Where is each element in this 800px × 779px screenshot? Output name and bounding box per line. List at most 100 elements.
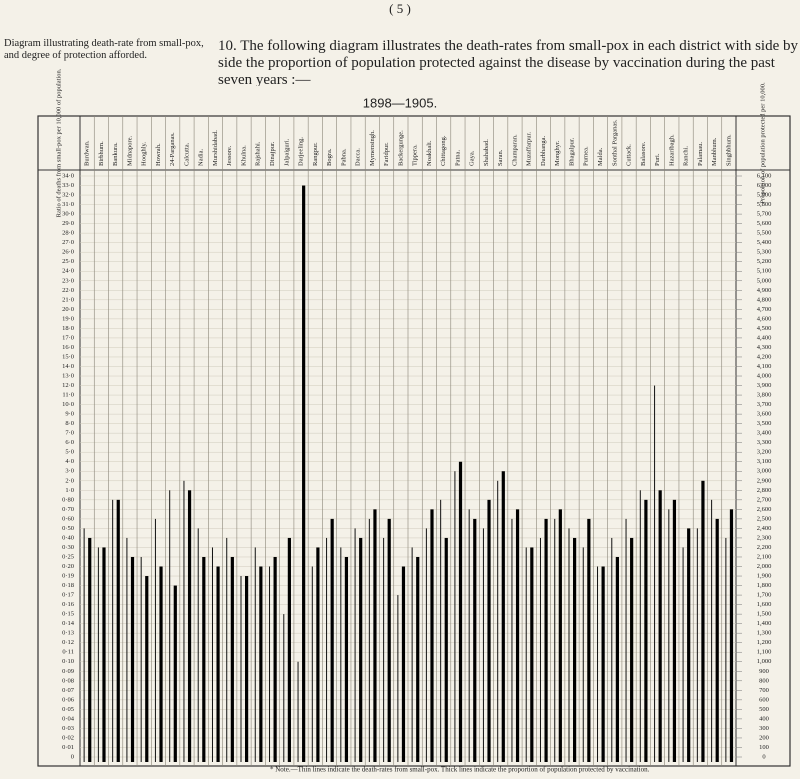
protection-bar [544,518,548,762]
y-tick-label: 30·0 [62,211,74,218]
y-tick-label: 0·18 [62,582,74,589]
y-tick-label: 0·60 [62,515,74,522]
death-rate-line [554,518,556,762]
y2-tick-label: 6,100 [757,172,772,179]
y-tick-label: 0·08 [62,677,74,684]
y-tick-label: 27·0 [62,239,74,246]
x-tick-label: Rangpur. [312,142,319,166]
y-tick-label: 0·03 [62,725,74,732]
death-rate-line [269,566,271,762]
death-rate-line [197,528,199,762]
y-tick-label: 0·12 [62,639,74,646]
x-tick-label: Dinajpur. [269,141,276,166]
y-axis-title: Ratio of deaths from small-pox per 10,00… [55,68,62,217]
protection-bar [387,518,391,762]
x-tick-label: Bogra. [326,148,333,166]
x-tick-label: Sonthal Parganas. [611,119,618,166]
y2-tick-label: 4,200 [757,353,772,360]
protection-bar [430,509,434,762]
y2-tick-label: 3,600 [757,411,772,418]
protection-bar [458,461,463,762]
x-tick-label: Nadia. [198,148,205,166]
caption-box: Diagram illustrating death-rate from sma… [4,38,204,61]
y2-tick-label: 3,200 [757,449,772,456]
y2-tick-label: 4,400 [757,334,772,341]
y2-tick-label: 1,600 [757,601,772,608]
death-rate-line [639,490,641,762]
y2-tick-label: 3,400 [757,430,772,437]
y-tick-label: 13·0 [62,373,74,380]
y-tick-label: 34·0 [62,172,74,179]
y-tick-label: 0·15 [62,611,74,618]
y2-tick-label: 0 [762,753,765,760]
protection-bar [473,518,477,762]
y-tick-label: 31·0 [62,201,74,208]
y-tick-label: 0·25 [62,553,74,560]
y2-tick-label: 1,900 [757,573,772,580]
protection-bar [687,528,691,762]
y2-tick-label: 5,700 [757,211,772,218]
protection-bar [330,518,334,762]
death-rate-line [539,537,541,762]
protection-bar [88,537,92,762]
x-tick-label: Khulna. [240,145,247,166]
y-tick-label: 14·0 [62,363,74,370]
protection-bar [259,566,263,762]
protection-bar [102,547,106,762]
y-tick-label: 0·02 [62,734,74,741]
x-tick-label: Patna. [454,150,461,166]
y2-tick-label: 1,800 [757,582,772,589]
protection-bar [487,499,491,762]
death-rate-line [468,509,470,762]
protection-bar [187,490,192,762]
death-rate-line [597,566,599,762]
protection-bar [173,585,177,762]
y2-tick-label: 100 [759,744,769,751]
y2-tick-label: 2,500 [757,515,772,522]
death-rate-line [368,518,370,762]
y2-tick-label: 1,400 [757,620,772,627]
y2-tick-label: 5,500 [757,230,772,237]
y-tick-label: 0 [71,753,74,760]
y-tick-label: 0·04 [62,715,75,722]
y-tick-label: 3·0 [65,468,74,475]
x-tick-label: Singhbhum. [725,134,732,166]
death-rate-line [696,528,698,762]
death-rate-line [240,576,242,762]
x-tick-label: Bhagalpur. [568,137,575,166]
y-tick-label: 0·07 [62,687,75,694]
y-tick-label: 32·0 [62,192,74,199]
death-rate-line [411,547,413,762]
death-rate-line [497,480,499,762]
death-rate-line [725,537,727,762]
protection-bar [416,556,420,762]
y2-tick-label: 4,900 [757,287,772,294]
heading-box: 10. The following diagram illustrates th… [218,38,798,86]
x-tick-label: Dacca. [355,148,362,166]
x-tick-label: Hazaribagh. [668,134,675,166]
y2-tick-label: 1,700 [757,592,772,599]
y-tick-label: 33·0 [62,182,74,189]
y2-tick-label: 4,500 [757,325,772,332]
y-tick-label: 0·50 [62,525,74,532]
protection-bar [644,499,648,762]
page-number: ( 5 ) [389,1,411,16]
y-tick-label: 0·11 [62,649,74,656]
y2-tick-label: 2,900 [757,477,772,484]
note: * Note.—Thin lines indicate the death-ra… [270,766,650,774]
y2-tick-label: 1,100 [757,649,772,656]
y-tick-label: 19·0 [62,315,74,322]
y-tick-label: 2·0 [65,477,74,484]
y-tick-label: 0·06 [62,696,75,703]
y2-tick-label: 1,000 [757,658,772,665]
y-tick-label: 0·30 [62,544,74,551]
y2-tick-label: 3,700 [757,401,772,408]
x-tick-label: Jalpaiguri. [283,138,290,166]
protection-bar [145,576,149,762]
death-rate-line [340,547,342,762]
x-tick-label: Shahabad. [483,139,490,166]
x-tick-label: Murshidabad. [212,130,219,166]
y2-tick-label: 4,600 [757,315,772,322]
y-tick-label: 8·0 [65,420,74,427]
y2-tick-label: 2,200 [757,544,772,551]
